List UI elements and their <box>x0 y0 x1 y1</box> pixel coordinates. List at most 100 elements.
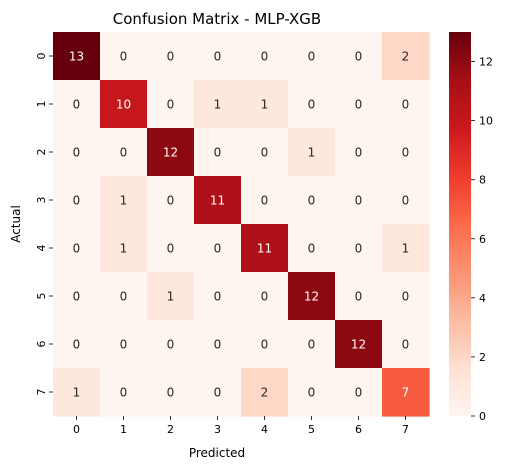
heatmap-cell-label: 0 <box>355 98 363 112</box>
heatmap-cell <box>335 320 383 369</box>
heatmap-cell <box>194 320 242 369</box>
heatmap-cell-label: 0 <box>167 194 175 208</box>
y-axis-label: Actual <box>9 205 23 243</box>
heatmap-cell-labels: 13 0 0 0 0 0 0 20 10 0 1 1 0 0 00 0 12 0 0 1 0 00 1 0 11 0 0 0 00 1 0 0… <box>69 50 409 400</box>
heatmap-cell-label: 0 <box>120 290 128 304</box>
heatmap-cell-label: 0 <box>167 50 175 64</box>
heatmap-cell-label: 0 <box>308 242 316 256</box>
heatmap-cell-label: 1 <box>214 98 222 112</box>
heatmap-cell-label: 0 <box>261 290 269 304</box>
heatmap-cell <box>100 320 148 369</box>
heatmap-cell-label: 1 <box>402 242 410 256</box>
heatmap-cell-label: 11 <box>257 242 272 256</box>
heatmap-cell <box>53 368 101 417</box>
heatmap-cell <box>53 32 101 81</box>
heatmap-cell <box>100 128 148 177</box>
heatmap-cell <box>53 224 101 273</box>
heatmap-cell <box>100 32 148 81</box>
heatmap-cell-label: 0 <box>73 242 81 256</box>
heatmap-cell-label: 11 <box>210 194 225 208</box>
colorbar-tick-label: 12 <box>479 56 493 69</box>
y-tick-label: 1 <box>35 101 48 108</box>
heatmap-cell <box>241 224 289 273</box>
colorbar-gradient <box>449 32 471 416</box>
heatmap-cell <box>288 80 336 129</box>
colorbar-tick-label: 2 <box>479 351 486 364</box>
x-axis-label: Predicted <box>189 446 245 460</box>
heatmap-cell-label: 0 <box>261 338 269 352</box>
heatmap-cell-label: 1 <box>167 290 175 304</box>
heatmap-cell <box>382 368 430 417</box>
heatmap-cell <box>241 128 289 177</box>
heatmap-cell-label: 0 <box>73 290 81 304</box>
heatmap-cell-label: 1 <box>120 242 128 256</box>
heatmap-cell-label: 0 <box>167 338 175 352</box>
y-tick-label: 4 <box>35 245 48 252</box>
y-tick-label: 6 <box>35 341 48 348</box>
colorbar-tick-label: 8 <box>479 174 486 187</box>
heatmap-cell-label: 0 <box>120 386 128 400</box>
heatmap-cell <box>100 80 148 129</box>
heatmap-cell <box>382 176 430 225</box>
heatmap-cell <box>147 176 195 225</box>
heatmap-cell <box>288 272 336 321</box>
x-tick-label: 4 <box>261 423 268 436</box>
heatmap-cell <box>382 320 430 369</box>
heatmap-cell <box>335 32 383 81</box>
heatmap-cell-label: 13 <box>69 50 84 64</box>
heatmap-cell-label: 0 <box>167 242 175 256</box>
heatmap-cell <box>288 32 336 81</box>
heatmap-cell <box>241 272 289 321</box>
heatmap-cell <box>382 272 430 321</box>
heatmap-cell <box>147 272 195 321</box>
heatmap-cell-label: 0 <box>402 338 410 352</box>
heatmap-cell-label: 0 <box>308 386 316 400</box>
heatmap-cell-label: 0 <box>355 386 363 400</box>
heatmap-cell-label: 0 <box>214 338 222 352</box>
heatmap-cell-label: 0 <box>261 146 269 160</box>
x-tick-label: 0 <box>73 423 80 436</box>
colorbar-tick-label: 6 <box>479 233 486 246</box>
x-tick-label: 7 <box>402 423 409 436</box>
heatmap-cell-label: 12 <box>351 338 366 352</box>
heatmap-cell-label: 12 <box>163 146 178 160</box>
heatmap-cell <box>100 368 148 417</box>
heatmap-cell-label: 0 <box>355 194 363 208</box>
heatmap-cell <box>241 80 289 129</box>
heatmap-cell <box>241 320 289 369</box>
heatmap-cell <box>53 80 101 129</box>
y-tick-label: 5 <box>35 293 48 300</box>
heatmap-cell <box>382 224 430 273</box>
heatmap-cell-label: 0 <box>355 290 363 304</box>
y-tick-label: 7 <box>35 389 48 396</box>
heatmap-cell <box>100 224 148 273</box>
heatmap-cell-label: 0 <box>73 338 81 352</box>
heatmap-cell <box>194 32 242 81</box>
heatmap-cell-label: 0 <box>355 50 363 64</box>
heatmap-cell-label: 0 <box>214 146 222 160</box>
heatmap-cell-label: 0 <box>167 386 175 400</box>
heatmap-cell <box>147 320 195 369</box>
heatmap-cell-label: 0 <box>355 146 363 160</box>
heatmap-cell-label: 10 <box>116 98 131 112</box>
heatmap-cell <box>147 224 195 273</box>
heatmap-cells <box>53 32 430 417</box>
heatmap-cell-label: 2 <box>261 386 269 400</box>
heatmap-cell-label: 0 <box>214 242 222 256</box>
heatmap-cell <box>288 320 336 369</box>
x-tick-label: 3 <box>214 423 221 436</box>
heatmap-cell-label: 0 <box>120 146 128 160</box>
heatmap-cell-label: 0 <box>120 50 128 64</box>
heatmap-cell <box>288 128 336 177</box>
colorbar-tick-label: 4 <box>479 292 486 305</box>
heatmap-cell-label: 0 <box>308 50 316 64</box>
heatmap-cell-label: 0 <box>214 386 222 400</box>
y-tick-label: 3 <box>35 197 48 204</box>
heatmap-cell-label: 0 <box>355 242 363 256</box>
x-tick-label: 1 <box>120 423 127 436</box>
heatmap-cell-label: 1 <box>308 146 316 160</box>
heatmap-cell <box>335 224 383 273</box>
heatmap-cell-label: 0 <box>73 146 81 160</box>
heatmap-cell-label: 0 <box>214 290 222 304</box>
